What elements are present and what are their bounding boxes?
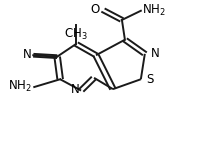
Text: N: N	[150, 47, 159, 60]
Text: NH$_2$: NH$_2$	[142, 2, 166, 18]
Text: N: N	[22, 48, 31, 61]
Text: N: N	[71, 83, 79, 96]
Text: CH$_3$: CH$_3$	[64, 27, 88, 42]
Text: S: S	[146, 74, 154, 86]
Text: O: O	[91, 3, 100, 16]
Text: NH$_2$: NH$_2$	[8, 79, 32, 94]
